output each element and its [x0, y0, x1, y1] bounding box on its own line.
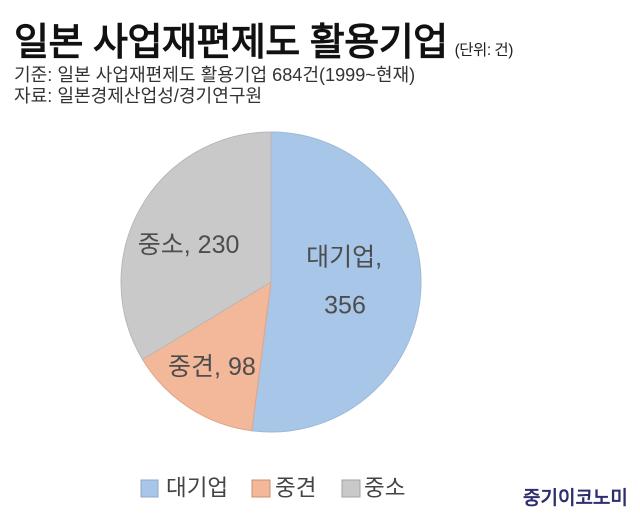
svg-text:중견, 98: 중견, 98 — [168, 353, 256, 381]
svg-text:중기이코노미: 중기이코노미 — [523, 487, 628, 509]
svg-text:대기업,: 대기업, — [306, 243, 382, 271]
svg-text:대기업: 대기업 — [166, 476, 228, 501]
svg-text:356: 356 — [324, 292, 366, 320]
svg-text:중소, 230: 중소, 230 — [138, 231, 240, 259]
svg-text:중견: 중견 — [275, 476, 316, 501]
svg-text:중소: 중소 — [364, 476, 405, 501]
